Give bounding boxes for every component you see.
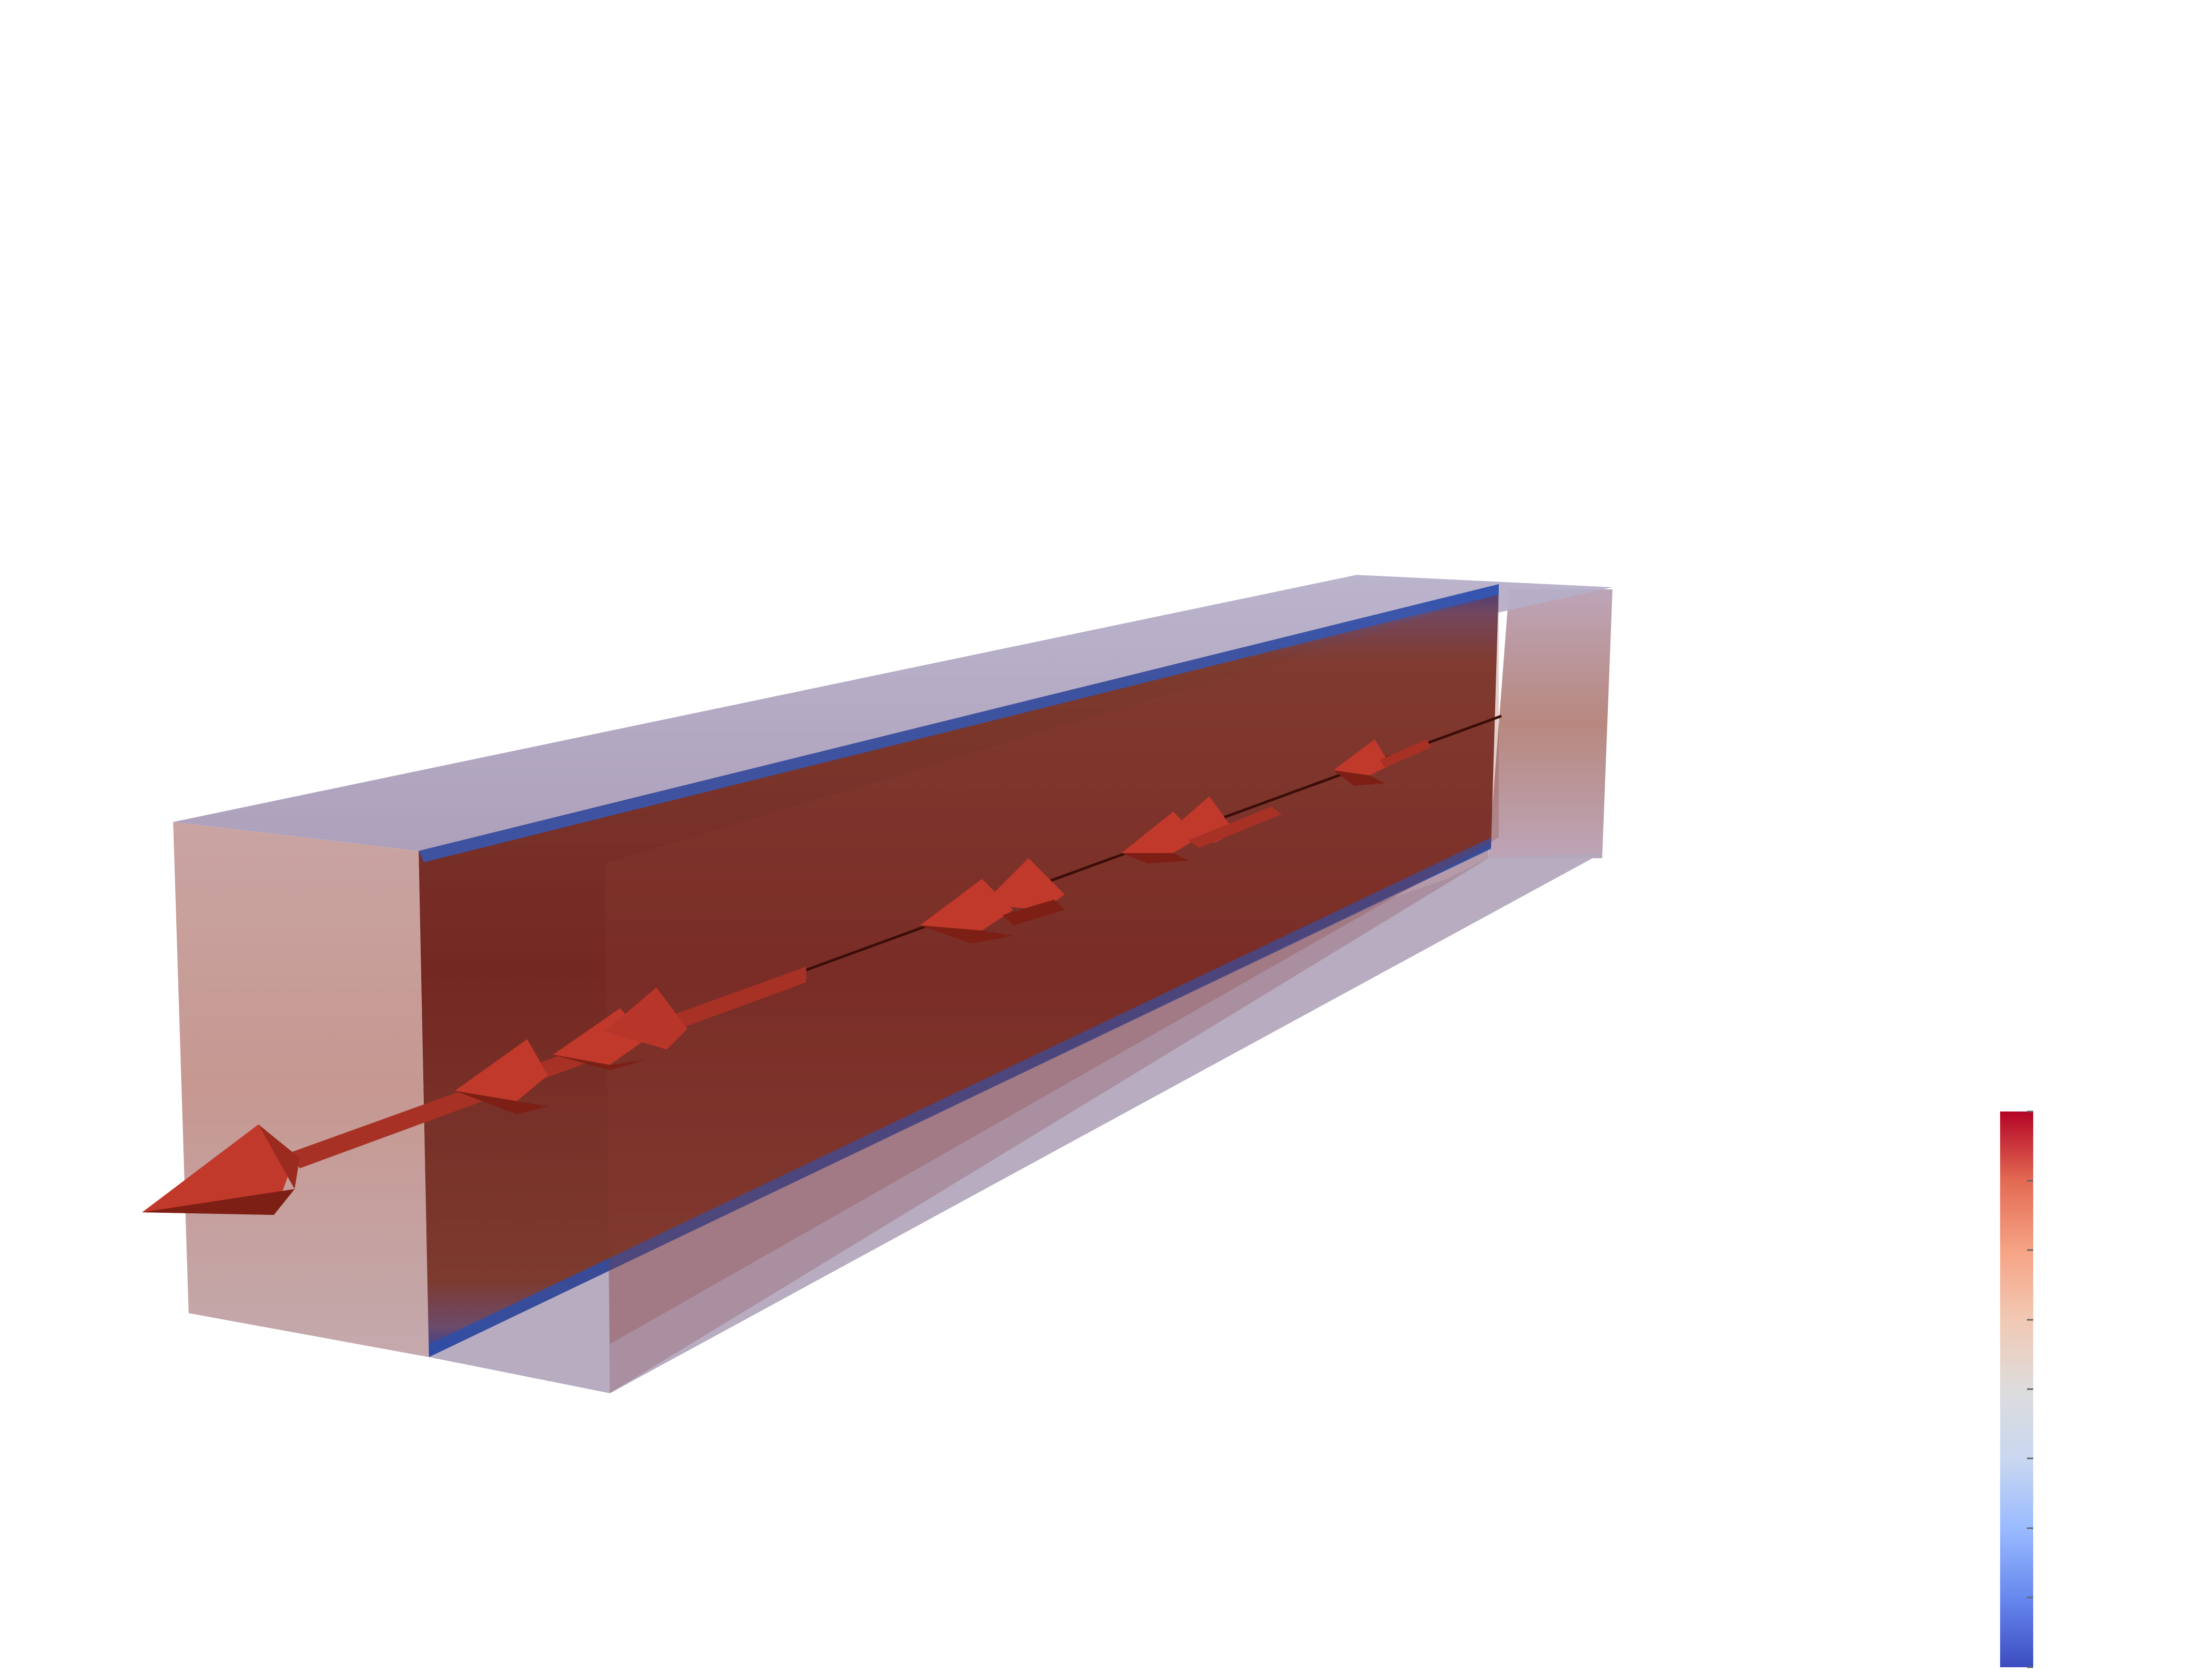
glyph-cluster-3 <box>1122 796 1282 863</box>
vector-glyphs <box>142 739 1432 1215</box>
box-top-face <box>173 575 1612 851</box>
box-near-end-face <box>173 822 429 1357</box>
color-bar <box>2000 1110 2033 1668</box>
glyph-cluster-2 <box>920 858 1065 943</box>
glyph-cluster-1 <box>455 987 687 1114</box>
color-bar-ticks <box>2027 1110 2033 1668</box>
box-far-end-face <box>1488 589 1612 858</box>
slab-front-face <box>419 584 1499 1357</box>
slab-overlay <box>605 595 1499 1344</box>
slab-top-edge <box>419 584 1499 862</box>
center-slab <box>419 584 1499 1357</box>
slab-bottom-edge <box>429 837 1491 1357</box>
glyph-arrow-small <box>1333 739 1432 786</box>
